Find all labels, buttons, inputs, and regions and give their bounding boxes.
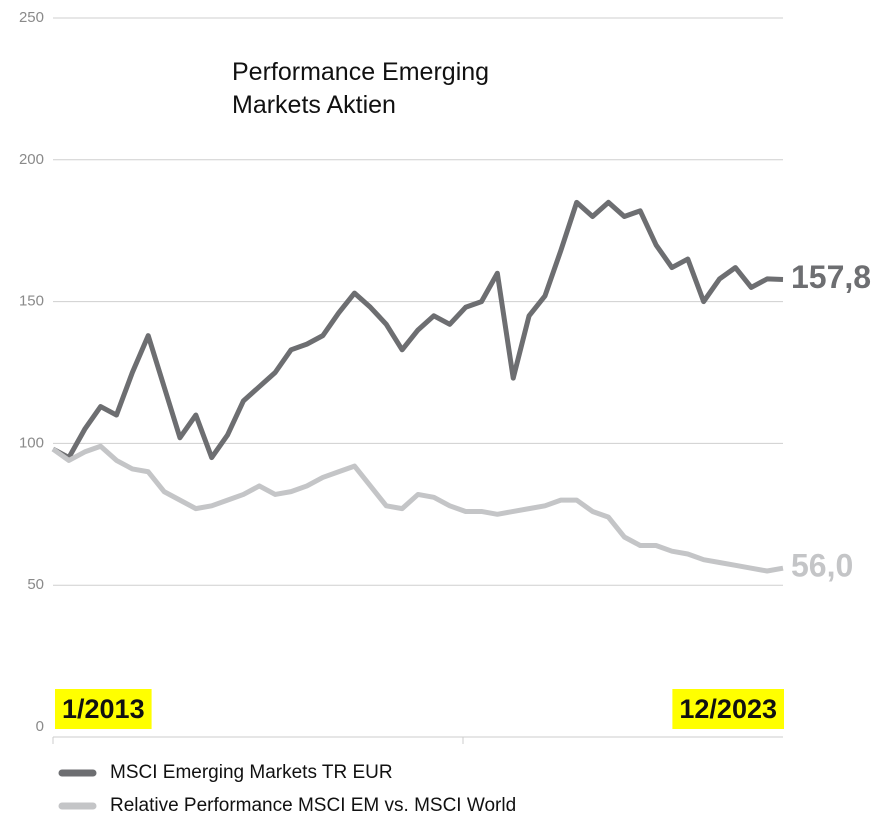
y-tick-label: 100: [19, 434, 44, 451]
end-value-label: 157,8: [791, 259, 871, 295]
chart-title: Performance Emerging Markets Aktien: [232, 58, 490, 119]
legend-label: Relative Performance MSCI EM vs. MSCI Wo…: [110, 795, 516, 816]
y-tick-label: 50: [27, 576, 44, 593]
series-line: [51, 443, 784, 574]
x-tick-label: 1/2013: [62, 694, 145, 724]
end-value-label: 56,0: [791, 548, 853, 584]
y-tick-label: 250: [19, 9, 44, 26]
y-tick-label: 200: [19, 151, 44, 168]
x-tick-label: 12/2023: [679, 694, 777, 724]
series-line: [51, 199, 784, 461]
date-highlight: [55, 689, 152, 729]
date-highlight: [672, 689, 784, 729]
legend-label: MSCI Emerging Markets TR EUR: [110, 762, 393, 783]
y-tick-label: 150: [19, 293, 44, 310]
y-tick-label: 0: [36, 718, 44, 735]
